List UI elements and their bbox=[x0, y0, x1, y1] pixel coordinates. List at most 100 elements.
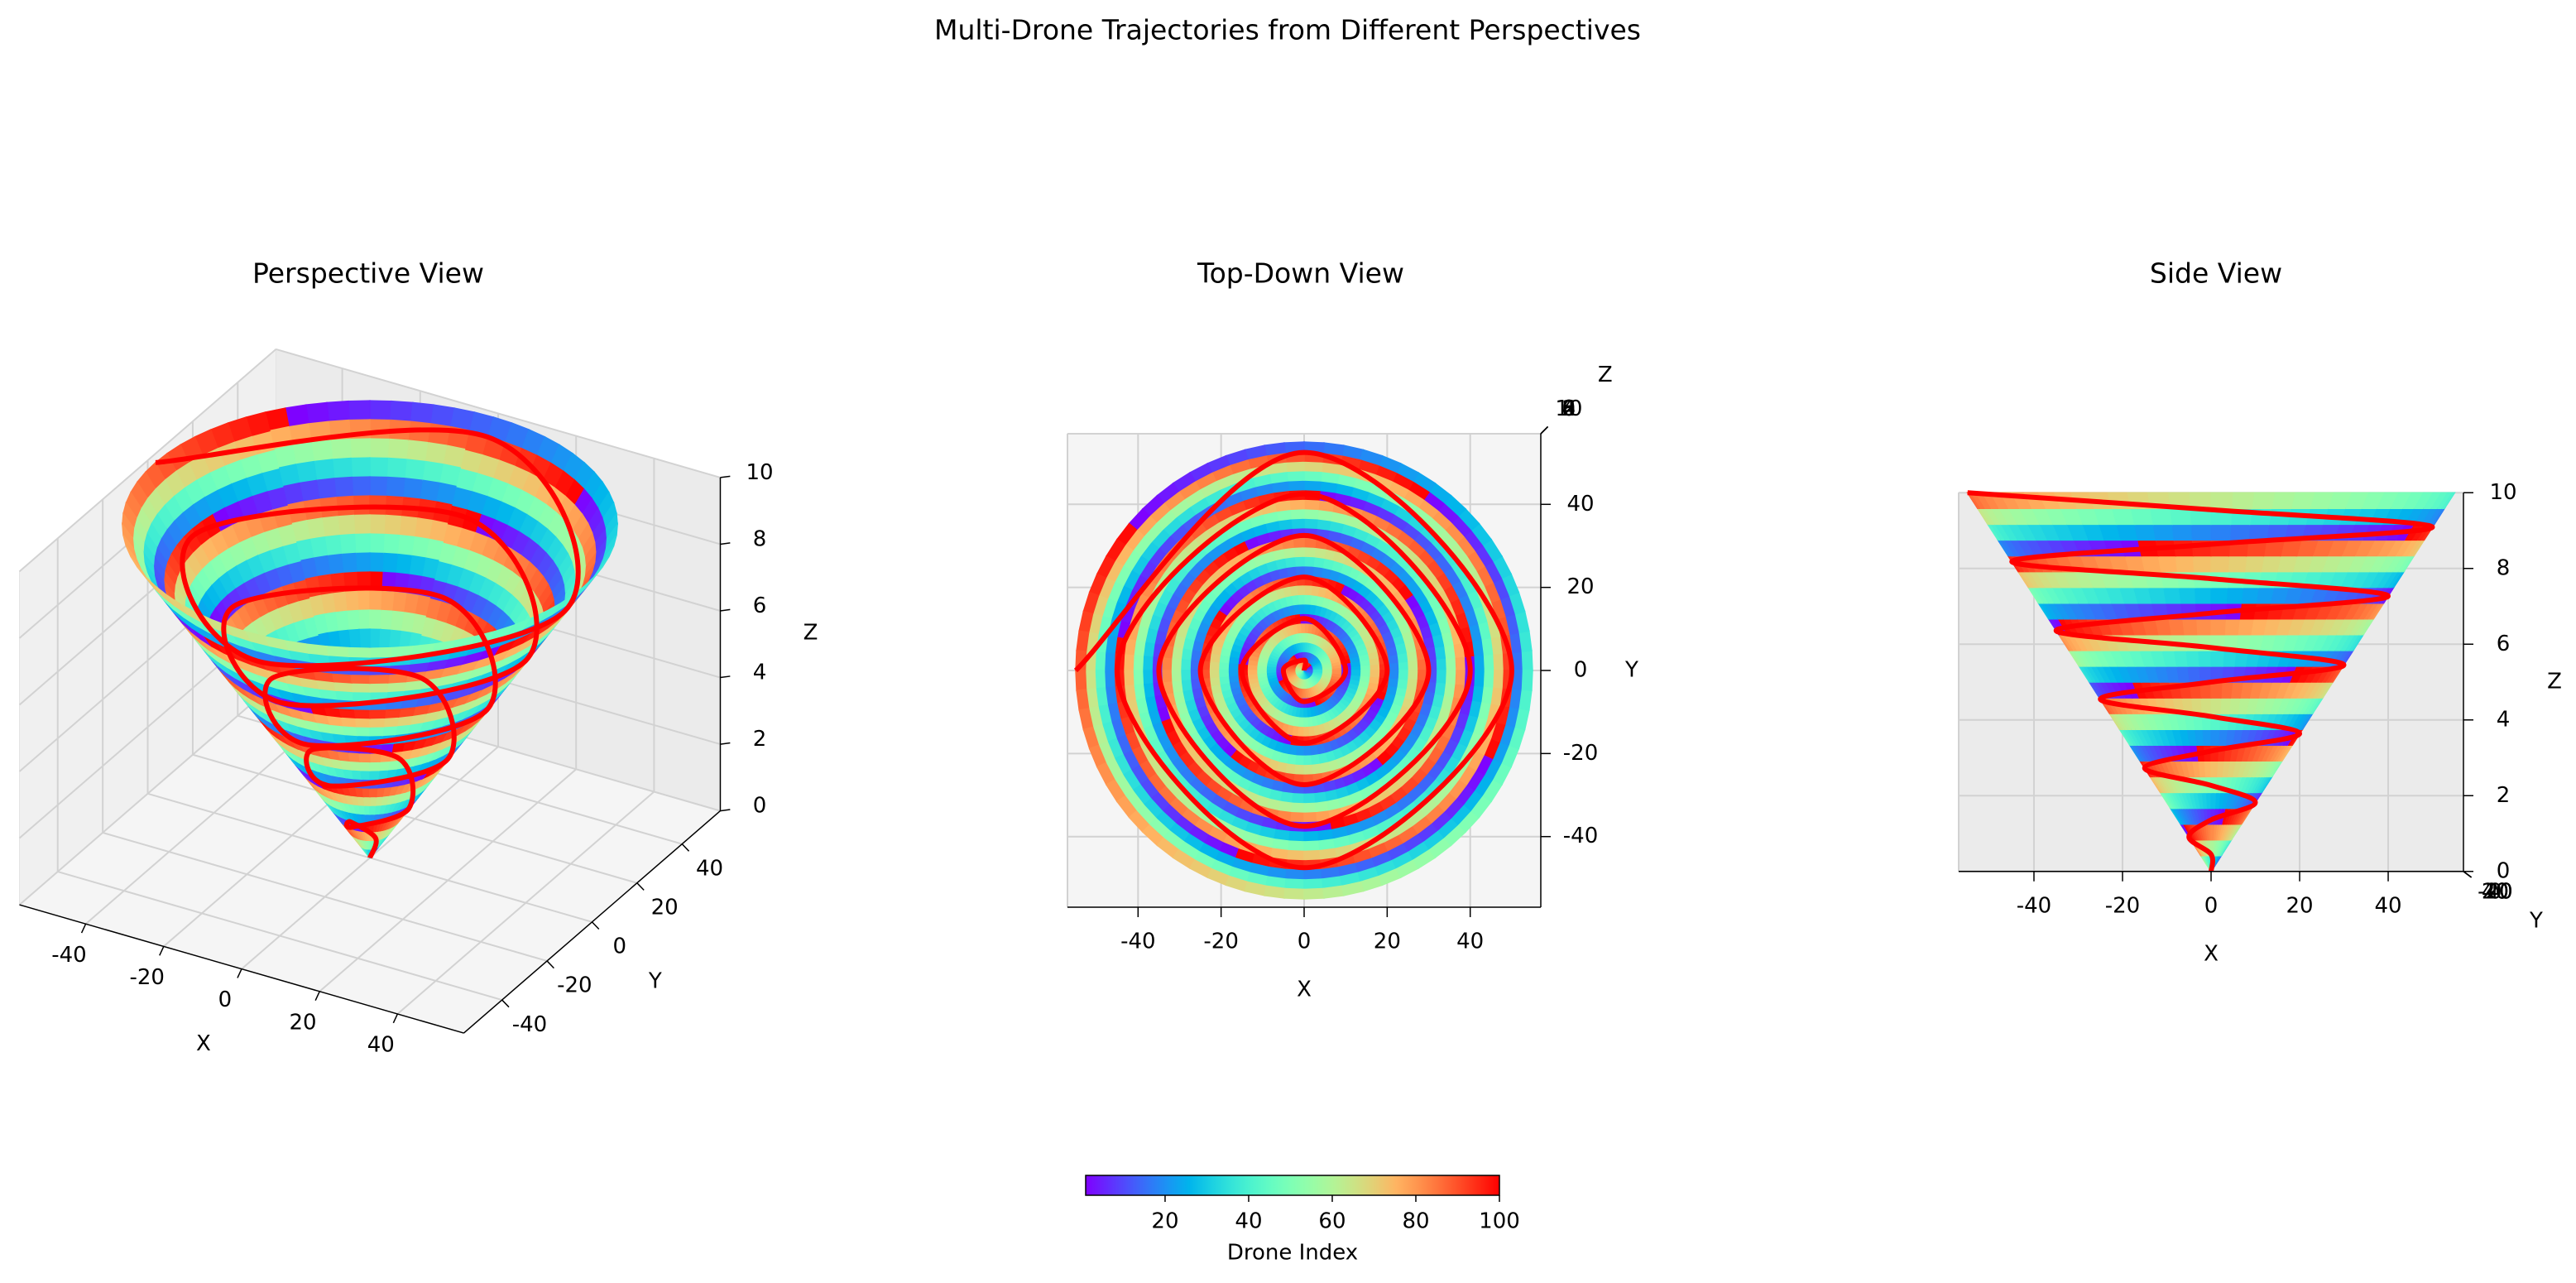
surface-patch bbox=[1303, 517, 1318, 529]
surface-patch bbox=[315, 478, 337, 501]
z-axis-label: Z bbox=[804, 620, 818, 645]
surface-patch bbox=[1084, 670, 1096, 690]
surface-patch bbox=[1389, 670, 1400, 680]
surface-patch bbox=[1303, 812, 1318, 824]
surface-patch bbox=[1287, 849, 1305, 862]
surface-patch bbox=[1303, 868, 1323, 881]
surface-patch bbox=[305, 401, 330, 425]
grid-line bbox=[18, 681, 277, 906]
surface-patch bbox=[354, 552, 371, 574]
surface-patch bbox=[352, 690, 371, 702]
surface-patch bbox=[1287, 479, 1305, 492]
surface-patch bbox=[1246, 665, 1258, 671]
surface-patch bbox=[353, 533, 371, 555]
grid-line bbox=[276, 348, 721, 478]
surface-patch bbox=[1350, 670, 1362, 676]
surface-patch bbox=[1483, 653, 1495, 671]
surface-patch bbox=[1076, 630, 1090, 652]
surface-patch bbox=[1289, 507, 1305, 520]
surface-patch bbox=[390, 400, 414, 423]
surface-patch bbox=[1296, 745, 1305, 757]
surface-patch bbox=[1283, 887, 1305, 900]
surface-patch bbox=[369, 752, 381, 763]
surface-patch bbox=[1303, 498, 1320, 511]
surface-patch bbox=[1303, 507, 1319, 520]
x-tick-label: 0 bbox=[1298, 930, 1312, 954]
subplot: Top-Down View-40 -20 0 20 40X-40-2002040Y024… bbox=[1067, 257, 1638, 1002]
surface-patch bbox=[1295, 755, 1305, 766]
surface-patch bbox=[1303, 764, 1314, 776]
surface-patch bbox=[305, 643, 330, 656]
surface-patch bbox=[1322, 442, 1345, 456]
surface-patch bbox=[1303, 460, 1323, 473]
surface-patch bbox=[1360, 670, 1372, 677]
surface-patch bbox=[1294, 764, 1305, 776]
cone-surface bbox=[121, 400, 619, 858]
surface-patch bbox=[1398, 670, 1410, 680]
subplot: Side View-40 -20 0 20 40X-40-2002040Y0246810… bbox=[1958, 257, 2562, 966]
surface-patch bbox=[1521, 670, 1533, 691]
surface-patch bbox=[1303, 793, 1317, 805]
surface-patch bbox=[1312, 670, 1324, 673]
surface-patch bbox=[1518, 689, 1533, 711]
x-axis-label: X bbox=[196, 1031, 211, 1056]
tick-mark bbox=[720, 608, 731, 612]
surface-patch bbox=[1170, 658, 1182, 671]
surface-patch bbox=[369, 514, 387, 536]
surface-patch bbox=[1474, 654, 1486, 671]
x-tick-label: 20 bbox=[1374, 930, 1401, 954]
subplot-title: Top-Down View bbox=[1197, 257, 1404, 290]
y-tick-label: 0 bbox=[1574, 658, 1588, 683]
surface-patch bbox=[1264, 885, 1286, 899]
tick-mark bbox=[501, 999, 510, 1008]
surface-patch bbox=[1446, 670, 1457, 685]
surface-patch bbox=[1179, 659, 1192, 671]
surface-patch bbox=[326, 646, 350, 658]
surface-patch bbox=[1436, 657, 1448, 671]
surface-patch bbox=[1208, 653, 1221, 664]
subplot-title: Side View bbox=[2150, 257, 2282, 290]
surface-patch bbox=[1294, 565, 1305, 577]
surface-patch bbox=[1331, 670, 1343, 675]
surface-patch bbox=[369, 438, 391, 459]
surface-patch bbox=[310, 440, 333, 463]
y-tick-label: 40 bbox=[1566, 492, 1594, 517]
surface-patch bbox=[369, 533, 386, 555]
surface-patch bbox=[1141, 656, 1154, 671]
surface-patch bbox=[1303, 849, 1322, 862]
tick-mark bbox=[720, 475, 731, 478]
surface-patch bbox=[2210, 760, 2219, 778]
surface-patch bbox=[355, 726, 371, 737]
surface-patch bbox=[350, 457, 371, 478]
surface-patch bbox=[329, 438, 352, 460]
surface-patch bbox=[351, 476, 371, 497]
surface-patch bbox=[362, 795, 371, 806]
y-axis-label: Y bbox=[1624, 658, 1638, 683]
surface-patch bbox=[369, 726, 385, 737]
surface-patch bbox=[353, 708, 371, 719]
surface-patch bbox=[1303, 565, 1314, 577]
y-tick-label: 20 bbox=[651, 896, 679, 920]
surface-patch bbox=[406, 440, 429, 463]
surface-patch bbox=[1322, 885, 1345, 899]
surface-patch bbox=[331, 457, 353, 479]
surface-patch bbox=[1141, 670, 1154, 685]
surface-patch bbox=[382, 552, 400, 574]
surface-patch bbox=[1288, 498, 1305, 511]
x-tick-label: -20 bbox=[1203, 930, 1238, 954]
z-tick-label: 2 bbox=[753, 727, 767, 752]
surface-patch bbox=[1160, 657, 1173, 671]
x-tick-label: -40 bbox=[51, 943, 86, 968]
grid-line bbox=[57, 871, 502, 1002]
surface-patch bbox=[410, 401, 435, 425]
surface-patch bbox=[1075, 670, 1087, 691]
surface-patch bbox=[1287, 754, 1298, 766]
surface-patch bbox=[1493, 652, 1505, 671]
tick-mark bbox=[720, 742, 731, 745]
x-tick-label: 40 bbox=[1456, 930, 1484, 954]
surface-patch bbox=[369, 795, 377, 806]
grid-line bbox=[18, 348, 277, 573]
surface-patch bbox=[348, 400, 371, 421]
y-tick-label: -40 bbox=[512, 1012, 547, 1037]
